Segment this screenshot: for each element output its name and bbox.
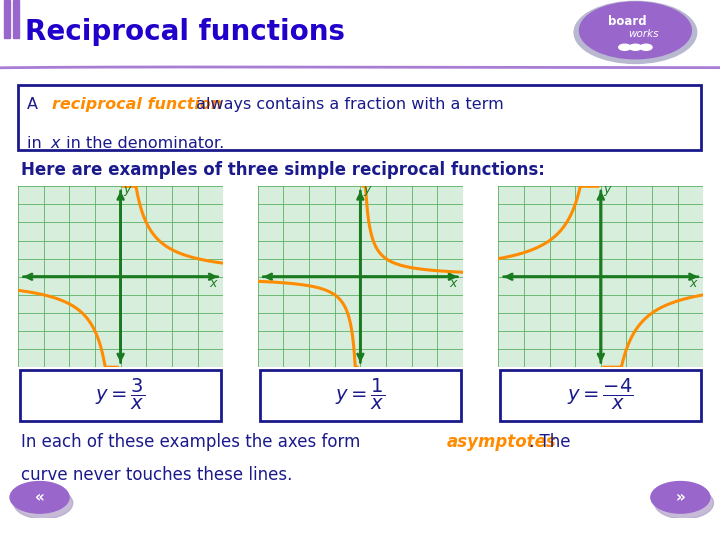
Circle shape <box>574 2 697 63</box>
Circle shape <box>640 44 652 50</box>
Text: always contains a fraction with a term: always contains a fraction with a term <box>191 97 503 112</box>
Text: Reciprocal functions: Reciprocal functions <box>25 18 346 46</box>
Text: in: in <box>27 136 47 151</box>
Text: asymptotes: asymptotes <box>446 433 556 451</box>
FancyBboxPatch shape <box>500 370 701 421</box>
FancyBboxPatch shape <box>18 85 701 150</box>
Text: y: y <box>123 183 131 195</box>
Text: Here are examples of three simple reciprocal functions:: Here are examples of three simple recipr… <box>22 161 545 179</box>
Ellipse shape <box>10 482 69 513</box>
Text: x: x <box>210 276 217 289</box>
Text: x: x <box>690 276 697 289</box>
Text: 6 of 48: 6 of 48 <box>9 523 61 536</box>
FancyBboxPatch shape <box>260 370 461 421</box>
Text: y: y <box>363 183 371 195</box>
Text: y: y <box>603 183 611 195</box>
Ellipse shape <box>651 482 710 513</box>
Text: »: » <box>675 490 685 505</box>
Text: x: x <box>50 136 60 151</box>
Text: © Boardworks Ltd 2005: © Boardworks Ltd 2005 <box>554 523 711 536</box>
Text: $y = \dfrac{1}{x}$: $y = \dfrac{1}{x}$ <box>336 377 385 412</box>
Text: curve never touches these lines.: curve never touches these lines. <box>22 466 293 484</box>
Text: A: A <box>27 97 43 112</box>
Text: $y = \dfrac{3}{x}$: $y = \dfrac{3}{x}$ <box>96 377 145 412</box>
Ellipse shape <box>654 487 714 519</box>
Circle shape <box>629 44 642 50</box>
Text: in the denominator.: in the denominator. <box>61 136 225 151</box>
FancyBboxPatch shape <box>20 370 221 421</box>
Text: x: x <box>449 276 456 289</box>
Ellipse shape <box>14 487 73 519</box>
Text: . The: . The <box>529 433 571 451</box>
Text: In each of these examples the axes form: In each of these examples the axes form <box>22 433 366 451</box>
Text: works: works <box>628 29 659 39</box>
Text: $y = \dfrac{-4}{x}$: $y = \dfrac{-4}{x}$ <box>567 377 634 412</box>
Text: reciprocal function: reciprocal function <box>53 97 222 112</box>
Circle shape <box>618 44 631 50</box>
Circle shape <box>580 2 691 59</box>
Text: «: « <box>35 490 45 505</box>
Text: board: board <box>608 15 647 28</box>
